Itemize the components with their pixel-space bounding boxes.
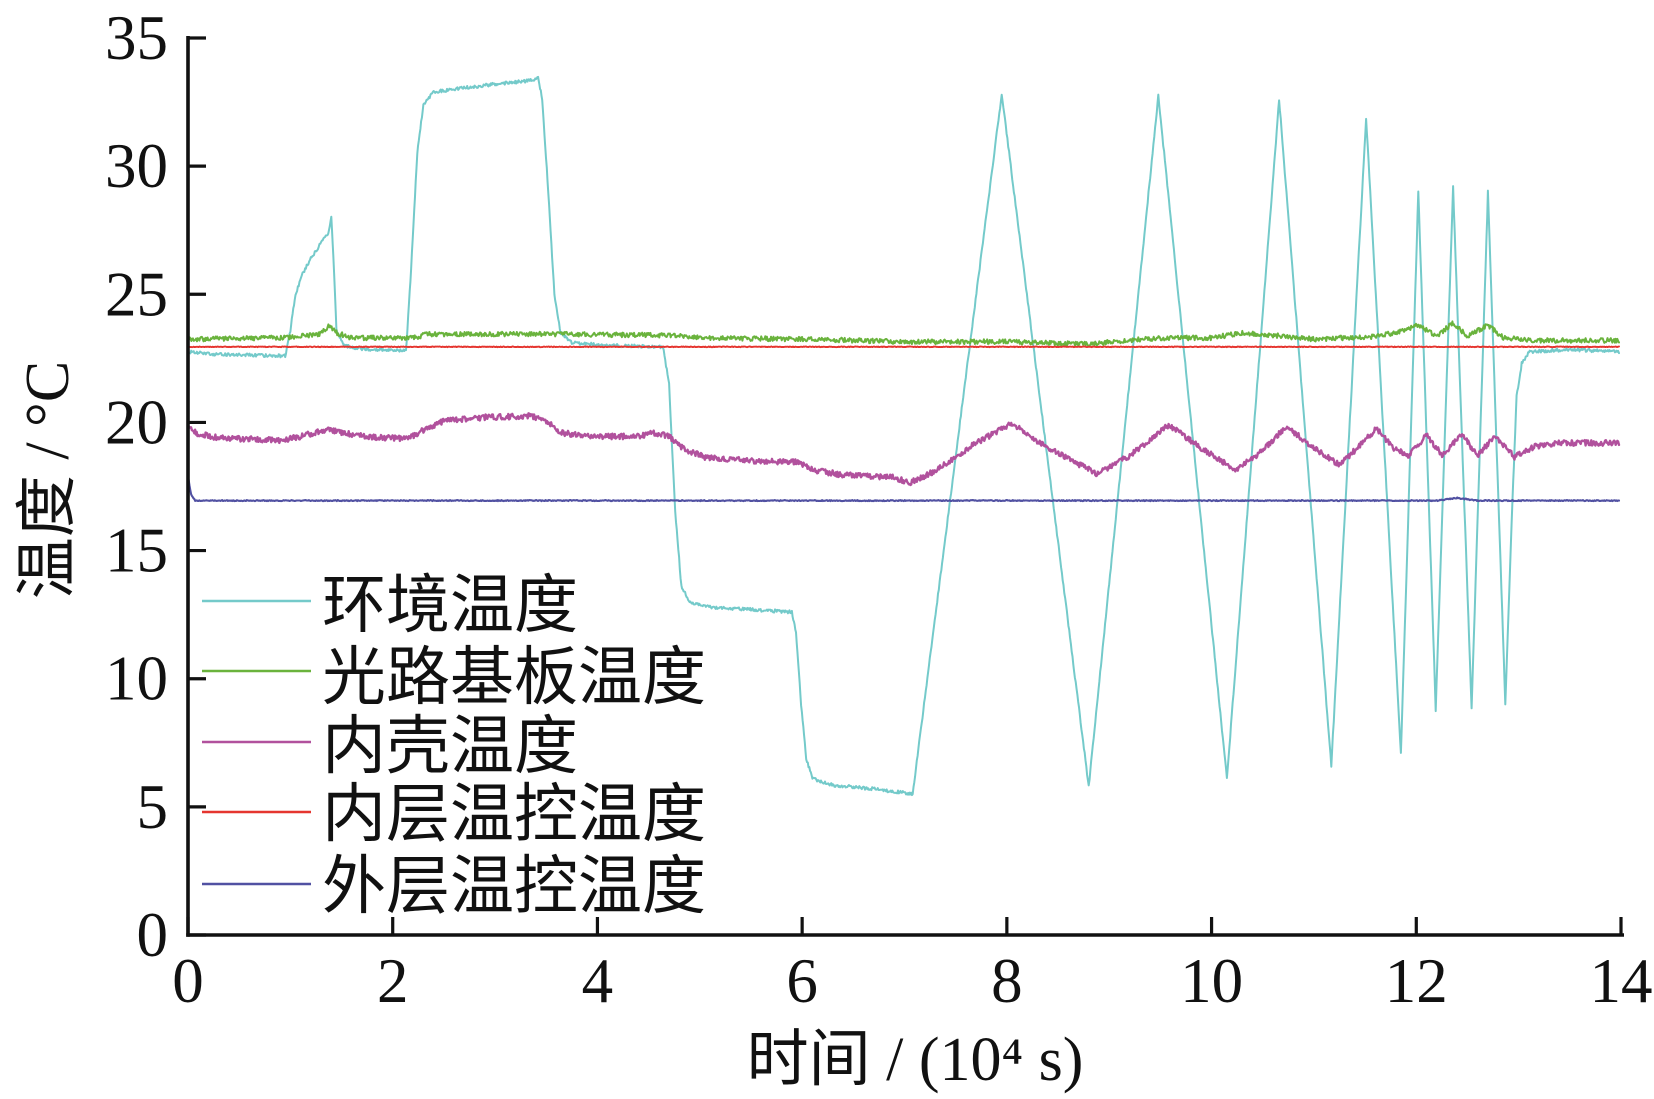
x-tick-label: 2 [377, 946, 409, 1016]
x-axis-label: 时间 / (10⁴ s) [747, 1026, 1084, 1094]
legend-item-optical-substrate: 光路基板温度 [202, 642, 706, 713]
y-tick-label: 20 [105, 387, 168, 457]
legend-item-inner-shell: 内壳温度 [202, 711, 578, 782]
y-tick-label: 35 [105, 3, 168, 73]
x-tick-label: 4 [582, 946, 614, 1016]
series-layer [186, 75, 1621, 797]
x-ticks: 0 2 4 6 8 10 12 14 [172, 917, 1653, 1016]
outer-layer-control-temperature-line [186, 474, 1621, 503]
y-tick-label: 30 [105, 131, 168, 201]
legend-label: 环境温度 [322, 570, 578, 641]
ambient-temperature-line [187, 75, 1620, 797]
x-tick-label: 12 [1385, 946, 1448, 1016]
legend-item-outer-layer-control: 外层温控温度 [202, 851, 706, 922]
legend-label: 外层温控温度 [322, 851, 706, 922]
axes: 0 5 10 15 20 25 30 35 0 2 4 6 8 10 12 14 [105, 3, 1653, 1016]
y-tick-label: 5 [137, 772, 169, 842]
legend-label: 内层温控温度 [322, 779, 706, 850]
y-tick-label: 25 [105, 259, 168, 329]
x-tick-label: 8 [991, 946, 1023, 1016]
optical-substrate-temperature-line [187, 320, 1620, 347]
y-tick-label: 15 [105, 516, 168, 586]
legend-label: 光路基板温度 [322, 642, 706, 713]
inner-layer-control-temperature-line [187, 345, 1620, 349]
legend-label: 内壳温度 [322, 711, 578, 782]
x-tick-label: 6 [786, 946, 818, 1016]
legend: 环境温度 光路基板温度 内壳温度 内层温控温度 外层温控温度 [202, 570, 706, 922]
legend-item-inner-layer-control: 内层温控温度 [202, 779, 706, 850]
y-tick-label: 10 [105, 644, 168, 714]
legend-item-ambient: 环境温度 [202, 570, 578, 641]
y-tick-label: 0 [137, 900, 169, 970]
inner-shell-temperature-line [186, 412, 1621, 487]
x-tick-label: 10 [1180, 946, 1243, 1016]
y-ticks: 0 5 10 15 20 25 30 35 [105, 3, 206, 970]
x-tick-label: 14 [1590, 946, 1653, 1016]
y-axis-label: 温度 / °C [14, 361, 82, 599]
x-tick-label: 0 [172, 946, 204, 1016]
